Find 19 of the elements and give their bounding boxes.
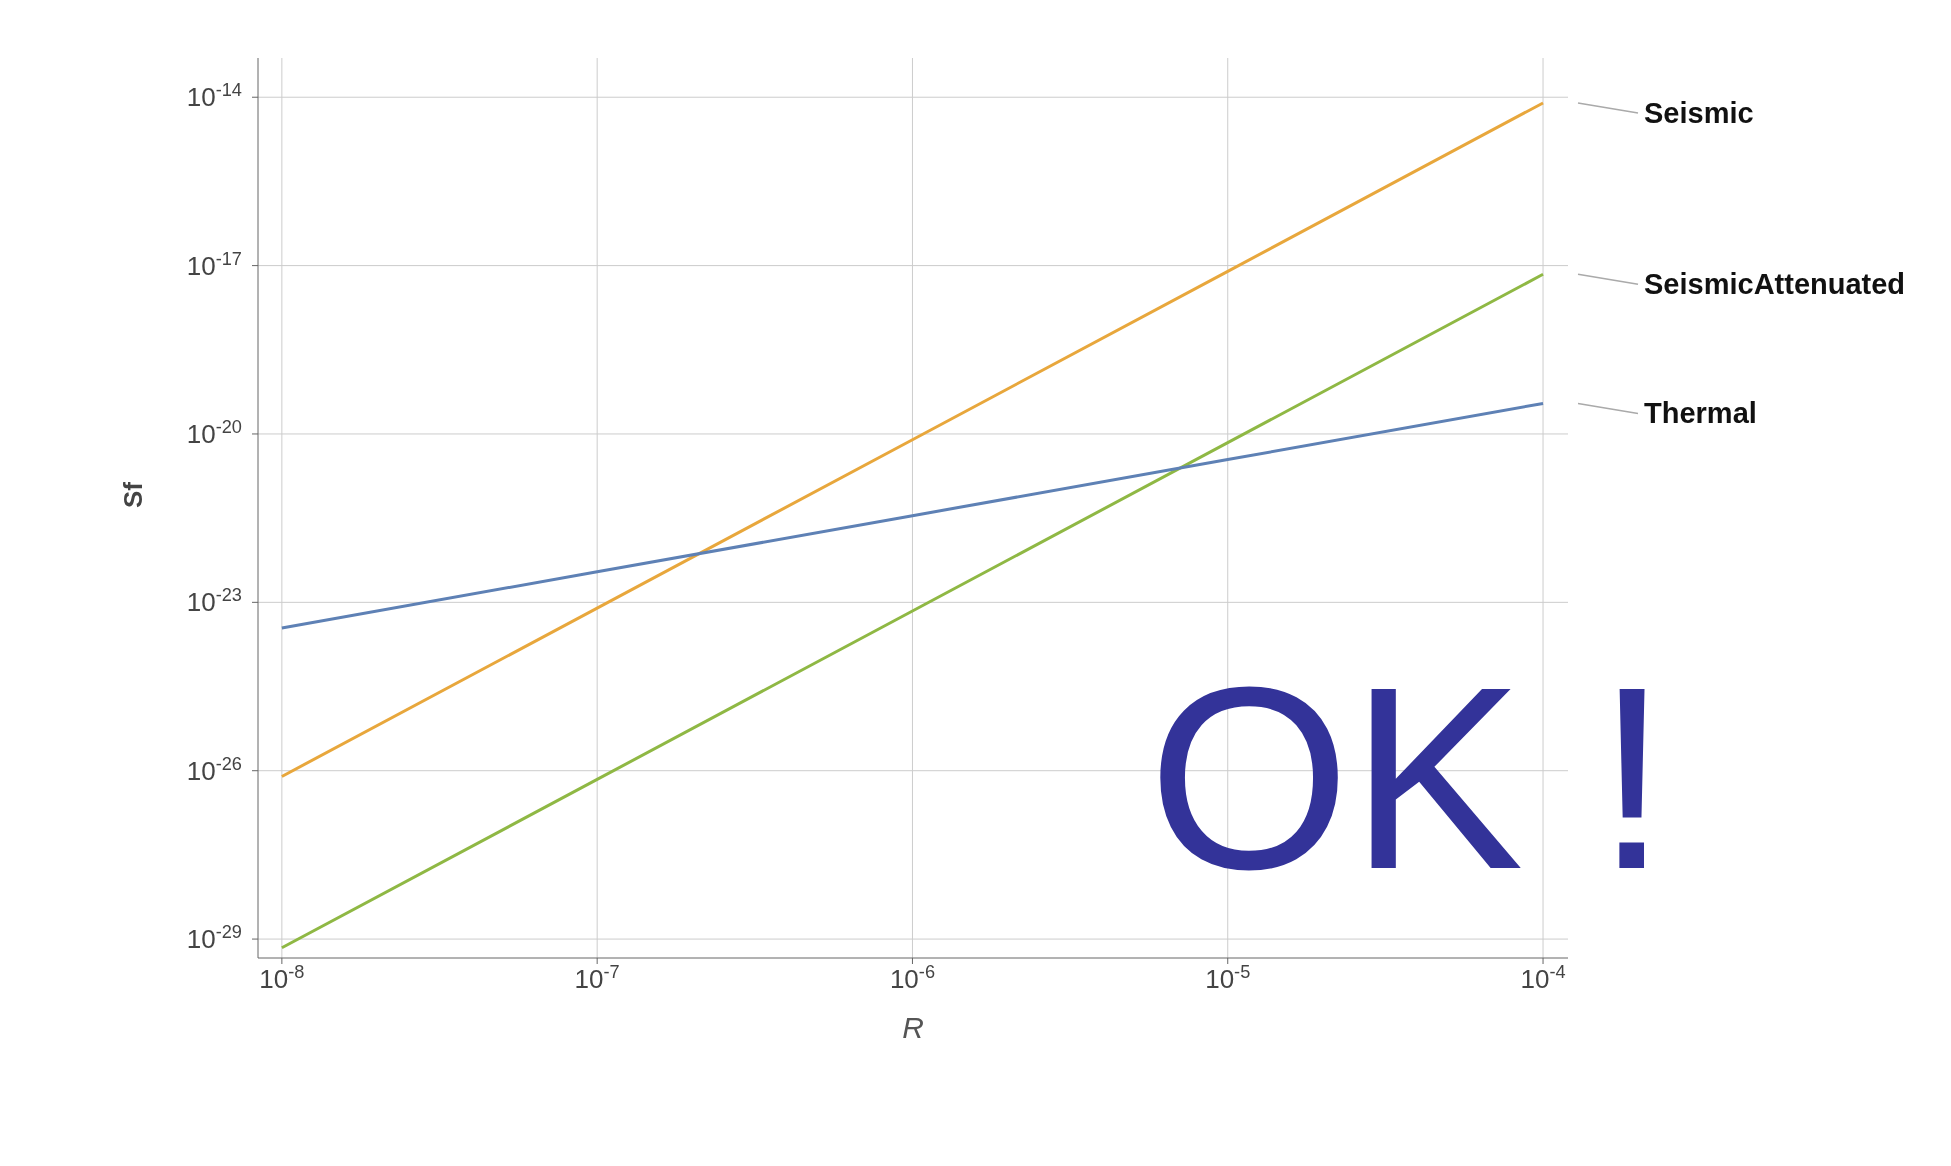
y-tick-label: 10$^{-29}$ bbox=[186, 922, 242, 955]
y-tick-label: 10$^{-14}$ bbox=[186, 80, 242, 113]
text: Seismic bbox=[1644, 96, 1754, 129]
y-axis-title: Sf bbox=[118, 481, 149, 508]
text: SeismicAttenuated bbox=[1644, 268, 1906, 301]
x-tick-label: 10$^{-6}$ bbox=[889, 962, 935, 994]
x-tick-label: 10$^{-7}$ bbox=[574, 962, 620, 994]
x-axis-title: R bbox=[902, 1011, 924, 1044]
y-tick-label: 10$^{-17}$ bbox=[186, 248, 242, 281]
annotation: OK ! bbox=[1148, 633, 1669, 923]
x-tick-label: 10$^{-8}$ bbox=[259, 962, 305, 994]
line-series bbox=[280, 401, 1545, 630]
y-tick-label: 10$^{-20}$ bbox=[186, 416, 242, 449]
line-series bbox=[280, 272, 1545, 950]
x-tick-label: 10$^{-4}$ bbox=[1520, 962, 1566, 994]
y-tick-label: 10$^{-26}$ bbox=[186, 753, 242, 786]
x-tick-label: 10$^{-5}$ bbox=[1205, 962, 1251, 994]
y-tick-label: 10$^{-23}$ bbox=[186, 585, 242, 618]
text: Thermal bbox=[1644, 397, 1757, 430]
